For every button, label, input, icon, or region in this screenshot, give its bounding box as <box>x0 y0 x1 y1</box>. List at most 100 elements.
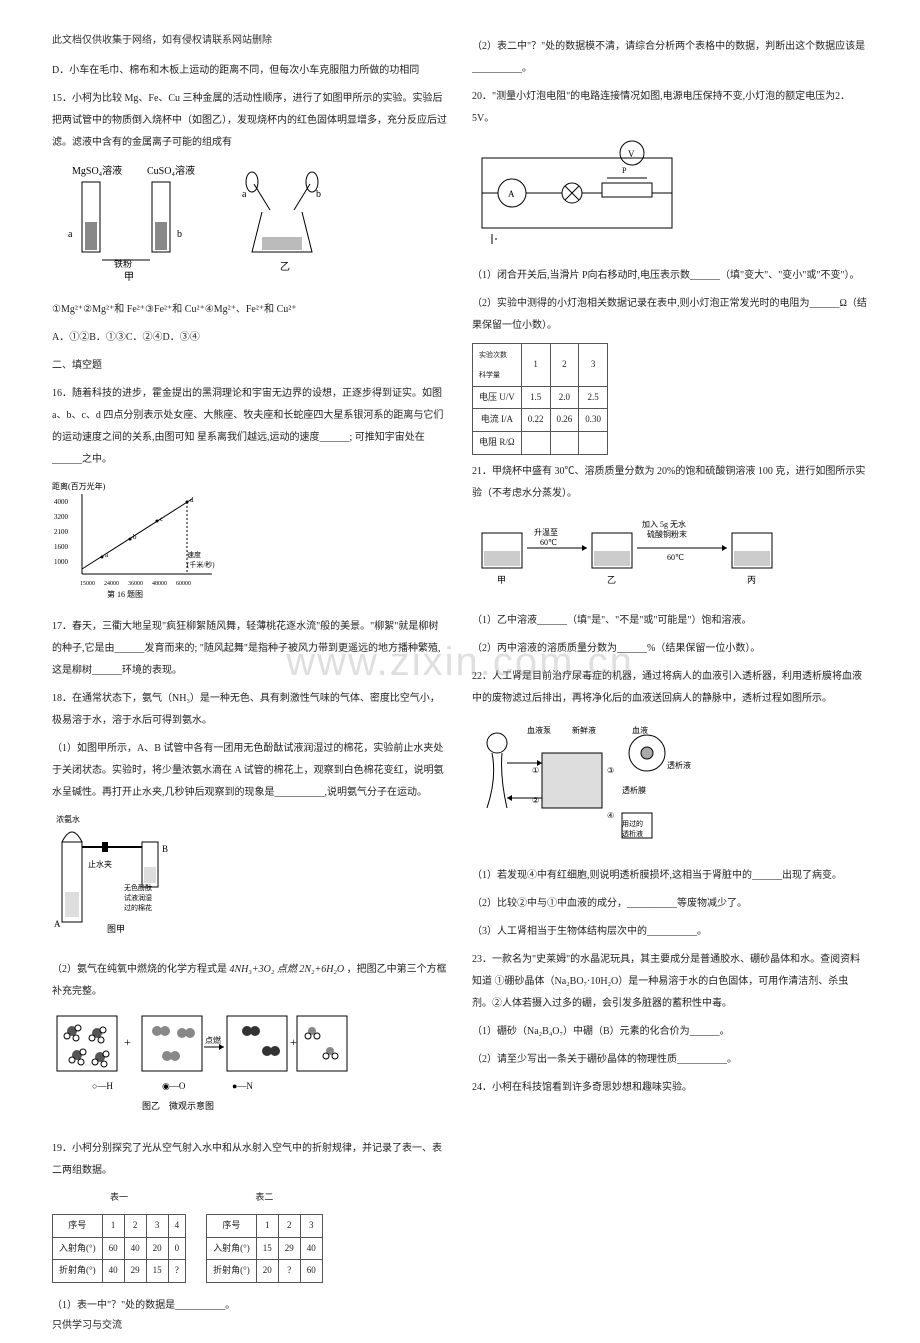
q18-stem: 18．在通常状态下，氨气（NH₃）是一种无色、具有刺激性气味的气体、密度比空气小… <box>52 688 448 732</box>
q17: 17．春天，三衢大地呈现"疯狂柳絮随风舞，轻薄桃花逐水流"般的美景。"柳絮"就是… <box>52 616 448 682</box>
q18-figure1: 浓氨水 A B 止水夹 无色酚酞 试液润湿 过的棉花 图甲 <box>52 812 448 951</box>
q19-1: （1）表一中"？"处的数据是__________。 <box>52 1295 448 1317</box>
svg-text:③: ③ <box>607 766 614 775</box>
svg-text:新鲜液: 新鲜液 <box>572 725 596 735</box>
svg-text:浓氨水: 浓氨水 <box>56 814 80 824</box>
svg-text:b: b <box>316 189 321 200</box>
svg-text:P: P <box>622 166 627 175</box>
q15-figure: MgSO₄溶液 CuSO₄溶液 a b 铁粉 甲 a b 乙 <box>52 162 448 291</box>
q15-choices: A．①②B．①③C．②④D．③④ <box>52 327 448 349</box>
svg-text:2100: 2100 <box>54 528 69 536</box>
svg-text:丙: 丙 <box>747 575 756 585</box>
svg-text:V: V <box>628 149 635 159</box>
svg-text:◉—O: ◉—O <box>162 1081 186 1091</box>
q22-2: （2）比较②中与①中血液的成分，__________等废物减少了。 <box>472 893 868 915</box>
svg-text:第 16 题图: 第 16 题图 <box>107 589 143 599</box>
svg-text:+: + <box>124 1035 131 1049</box>
q22-3: （3）人工肾相当于生物体结构层次中的__________。 <box>472 921 868 943</box>
q20-table: 实验次数科学量123 电压 U/V1.52.02.5 电流 I/A0.220.2… <box>472 343 608 455</box>
q23-stem: 23．一款名为"史莱姆"的水晶泥玩具，其主要成分是普通胶水、硼砂晶体和水。查阅资… <box>472 949 868 1015</box>
svg-text:○—H: ○—H <box>92 1081 113 1091</box>
svg-text:b: b <box>177 229 182 240</box>
svg-text:硫酸铜粉末: 硫酸铜粉末 <box>647 529 687 539</box>
q18-1: （1）如图甲所示，A、B 试管中各有一团用无色酚酞试液润湿过的棉花，实验前止水夹… <box>52 738 448 804</box>
q23-1: （1）硼砂（Na₂B₄O₇）中硼（B）元素的化合价为______。 <box>472 1021 868 1043</box>
q16: 16．随着科技的进步，霍金提出的黑洞理论和宇宙无边界的设想，正逐步得到证实。如图… <box>52 383 448 471</box>
svg-text:透析膜: 透析膜 <box>622 785 646 795</box>
svg-text:乙: 乙 <box>280 261 290 273</box>
svg-text:60℃: 60℃ <box>540 538 557 547</box>
svg-text:1000: 1000 <box>54 558 69 566</box>
svg-text:甲: 甲 <box>124 272 134 282</box>
q15-lbl-cuso4: CuSO₄溶液 <box>147 164 195 177</box>
svg-text:a: a <box>68 229 73 240</box>
q21-stem: 21．甲烧杯中盛有 30℃、溶质质量分数为 20%的饱和硫酸铜溶液 100 克，… <box>472 461 868 505</box>
q22-figure: 血液泵 新鲜液 血液 透析液 透析膜 用过的 透析液 ① ② ③ ④ <box>472 718 868 857</box>
q18-figure2: + 点燃 + ○—H ◉—O ●—N 图乙 微观示意图 <box>52 1011 448 1130</box>
svg-text:④: ④ <box>607 811 614 820</box>
q20-figure: A P V <box>472 138 868 257</box>
svg-text:距离(百万光年): 距离(百万光年) <box>52 481 106 491</box>
q18-2-eq: 4NH₃+3O₂ 点燃 2N₂+6H₂O <box>230 964 345 975</box>
svg-text:图乙 微观示意图: 图乙 微观示意图 <box>142 1100 214 1111</box>
svg-text:●—N: ●—N <box>232 1081 253 1091</box>
svg-text:速度: 速度 <box>187 550 201 559</box>
left-column: 此文档仅供收集于网络，如有侵权请联系网站删除 D．小车在毛巾、棉布和木板上运动的… <box>40 30 460 1323</box>
section-2-title: 二、填空题 <box>52 355 448 377</box>
svg-text:加入 5g 无水: 加入 5g 无水 <box>642 519 686 529</box>
svg-text:a: a <box>242 189 247 200</box>
q19-stem: 19．小柯分别探究了光从空气射入水中和从水射入空气中的折射规律，并记录了表一、表… <box>52 1138 448 1182</box>
q20-1: （1）闭合开关后,当滑片 P向右移动时,电压表示数______（填"变大"、"变… <box>472 265 868 287</box>
q15-stem: 15．小柯为比较 Mg、Fe、Cu 三种金属的活动性顺序，进行了如图甲所示的实验… <box>52 88 448 154</box>
svg-text:A: A <box>54 919 61 929</box>
svg-text:乙: 乙 <box>607 575 616 585</box>
svg-text:无色酚酞: 无色酚酞 <box>124 883 152 892</box>
svg-text:d: d <box>190 496 194 504</box>
q21-2: （2）丙中溶液的溶质质量分数为______%（结果保留一位小数）。 <box>472 638 868 660</box>
q15-lbl-mgso4: MgSO₄溶液 <box>72 164 122 177</box>
q19-2: （2）表二中"？"处的数据模不清，请综合分析两个表格中的数据，判断出这个数据应该… <box>472 36 868 80</box>
right-column: （2）表二中"？"处的数据模不清，请综合分析两个表格中的数据，判断出这个数据应该… <box>460 30 880 1323</box>
svg-text:透析液: 透析液 <box>622 829 643 838</box>
footer: 只供学习与交流 <box>52 1316 122 1331</box>
svg-text:血液: 血液 <box>632 725 648 735</box>
table2: 序号123 入射角(°)152940 折射角(°)20?60 <box>206 1214 323 1283</box>
table1-caption: 表一 <box>52 1188 186 1208</box>
header-note: 此文档仅供收集于网络，如有侵权请联系网站删除 <box>52 30 448 52</box>
svg-text:用过的: 用过的 <box>622 819 643 828</box>
svg-text:升温至: 升温至 <box>534 528 558 537</box>
svg-text:24000: 24000 <box>104 581 119 587</box>
q15-options-ions: ①Mg²⁺②Mg²⁺和 Fe²⁺③Fe²⁺和 Cu²⁺④Mg²⁺、Fe²⁺和 C… <box>52 299 448 321</box>
q14-opt-d: D．小车在毛巾、棉布和木板上运动的距离不同，但每次小车克服阻力所做的功相同 <box>52 60 448 82</box>
q23-2: （2）请至少写出一条关于硼砂晶体的物理性质__________。 <box>472 1049 868 1071</box>
q24: 24．小柯在科技馆看到许多奇思妙想和趣味实验。 <box>472 1077 868 1099</box>
svg-text:c: c <box>160 515 163 523</box>
svg-text:过的棉花: 过的棉花 <box>124 903 152 912</box>
svg-text:3200: 3200 <box>54 513 69 521</box>
q22-1: （1）若发现④中有红细胞,则说明透析膜损坏,这相当于肾脏中的______出现了病… <box>472 865 868 887</box>
svg-text:4000: 4000 <box>54 498 69 506</box>
svg-text:36000: 36000 <box>128 581 143 587</box>
svg-text:透析液: 透析液 <box>667 760 691 770</box>
q19-tables: 表一 序号1234 入射角(°)6040200 折射角(°)402915? 表二… <box>52 1188 448 1289</box>
q22-stem: 22．人工肾是目前治疗尿毒症的机器，通过将病人的血液引入透析器，利用透析膜将血液… <box>472 666 868 710</box>
svg-text:点燃: 点燃 <box>205 1035 221 1045</box>
svg-text:A: A <box>508 189 515 199</box>
q20-2: （2）实验中测得的小灯泡相关数据记录在表中,则小灯泡正常发光时的电阻为_____… <box>472 293 868 337</box>
table2-caption: 表二 <box>206 1188 323 1208</box>
q18-2: （2）氨气在纯氧中燃烧的化学方程式是 4NH₃+3O₂ 点燃 2N₂+6H₂O … <box>52 959 448 1003</box>
table1: 序号1234 入射角(°)6040200 折射角(°)402915? <box>52 1214 186 1283</box>
q18-2-intro: （2）氨气在纯氧中燃烧的化学方程式是 <box>52 964 227 975</box>
svg-text:b: b <box>133 533 137 541</box>
svg-text:①: ① <box>532 766 539 775</box>
svg-text:+: + <box>290 1035 297 1049</box>
q21-1: （1）乙中溶液______（填"是"、"不是"或"可能是"）饱和溶液。 <box>472 610 868 632</box>
svg-text:B: B <box>162 844 168 854</box>
svg-text:止水夹: 止水夹 <box>88 859 112 869</box>
svg-text:(千米/秒): (千米/秒) <box>187 560 215 569</box>
q21-figure: 甲 升温至60℃ 乙 加入 5g 无水 硫酸铜粉末 60℃ 丙 <box>472 513 868 602</box>
svg-text:②: ② <box>532 796 539 805</box>
svg-text:60000: 60000 <box>176 581 191 587</box>
svg-text:15000: 15000 <box>80 581 95 587</box>
svg-text:血液泵: 血液泵 <box>527 725 551 735</box>
